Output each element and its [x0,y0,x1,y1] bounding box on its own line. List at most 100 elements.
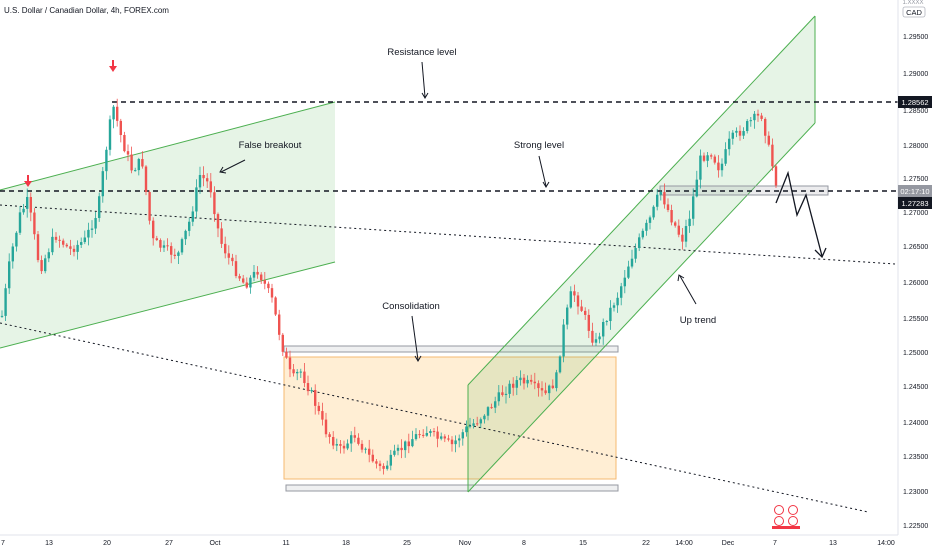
consolidation-bottom-marker[interactable] [285,484,619,492]
candle-body [51,236,54,253]
candle-body [558,356,562,373]
candle-body [634,248,637,259]
time-axis[interactable]: 7 13 20 27 Oct 11 18 25 Nov 8 15 22 14:00 Dec 7 13 14:00 [1,540,895,547]
time-tick-label: Nov [459,540,472,547]
time-tick-label: 22 [642,540,650,547]
time-tick-label: 8 [522,540,526,547]
candle-body [695,179,698,197]
candle-body [753,113,756,121]
candle-body [425,433,428,436]
candle-body [436,431,439,439]
candle-body [483,415,486,420]
candle-body [90,228,94,230]
candle-body [375,461,378,464]
candle-body [62,240,65,245]
candle-body [738,130,742,136]
lower-dotted-trendline[interactable] [0,322,869,513]
candle-body [458,438,461,441]
candle-body [411,439,414,447]
candle-body [296,371,299,374]
candle-body [47,252,50,259]
candle-body [620,286,623,298]
time-tick-label: 14:00 [877,540,895,547]
time-tick-label: 13 [829,540,837,547]
candle-body [184,230,187,240]
false-breakout-channel-upper[interactable] [0,101,336,191]
candle-body [627,266,630,278]
candle-body [580,306,583,311]
candle-body [569,291,572,308]
price-label-resistance: 1.28562 [898,96,932,108]
candle-body [4,288,7,316]
candle-body [105,149,108,172]
projection-path[interactable] [775,170,823,257]
false-breakout-channel-fill [0,102,335,348]
time-tick-label: Dec [722,540,735,547]
candle-body [461,432,464,439]
price-label-resistance-text: 1.28562 [901,98,928,107]
uptrend-channel-upper[interactable] [467,15,816,386]
price-axis[interactable]: 1.29500 1.29000 1.28500 1.28000 1.27500 1.270… [903,34,928,530]
candle-body [148,191,151,221]
candle-body [648,217,652,223]
candle-body [609,307,612,322]
candle-body [188,221,191,231]
price-label-countdown-text: 02:17:10 [900,187,929,196]
candle-body [479,419,482,424]
up-trend-pointer [677,274,697,305]
candle-body [616,297,619,306]
candle-body [292,369,295,374]
candle-body [720,163,724,171]
candle-body [684,226,688,242]
currency-badge-label: CAD [906,8,922,17]
candle-body [76,244,79,252]
candle-body [476,423,479,425]
candle-body [598,336,601,340]
candle-body [314,390,317,406]
candle-body [555,372,558,389]
time-axis-background [0,535,932,550]
candle-body [566,307,569,325]
time-tick-label: 7 [773,540,777,547]
candle-body [342,445,346,449]
candle-body [702,155,706,161]
candle-body [746,121,749,132]
candle-body [440,436,443,439]
candle-body [749,120,752,122]
candle-body [260,274,263,281]
candle-body [774,166,778,186]
price-tick-label: 1.28000 [903,143,928,150]
consolidation-zone[interactable] [283,356,617,480]
candle-body [512,383,515,388]
candle-body [0,315,4,317]
candle-body [508,383,511,394]
candle-body [134,170,137,172]
candle-body [663,192,666,205]
candle-body [94,218,97,229]
candle-body [551,385,554,389]
candle-body [742,131,745,136]
candle-body [332,436,335,446]
candle-body [83,237,86,243]
candle-body [18,212,22,233]
price-tick-label: 1.27500 [903,176,928,183]
candle-body [87,229,90,238]
candle-body [177,252,180,256]
candle-body [472,423,475,426]
currency-badge[interactable] [902,6,926,18]
price-axis-background [898,0,932,550]
candle-body [303,371,306,384]
time-tick-label: 13 [45,540,53,547]
price-tick-label: 1.27000 [903,210,928,217]
candlestick-series [0,98,778,475]
candle-body [144,166,148,192]
false-breakout-channel-lower[interactable] [0,261,336,349]
candle-body [220,228,223,244]
candle-body [191,211,194,222]
candle-body [699,155,702,180]
candle-body [724,149,727,164]
economic-event-icons[interactable] [772,505,800,530]
uptrend-channel-lower[interactable] [467,122,816,493]
